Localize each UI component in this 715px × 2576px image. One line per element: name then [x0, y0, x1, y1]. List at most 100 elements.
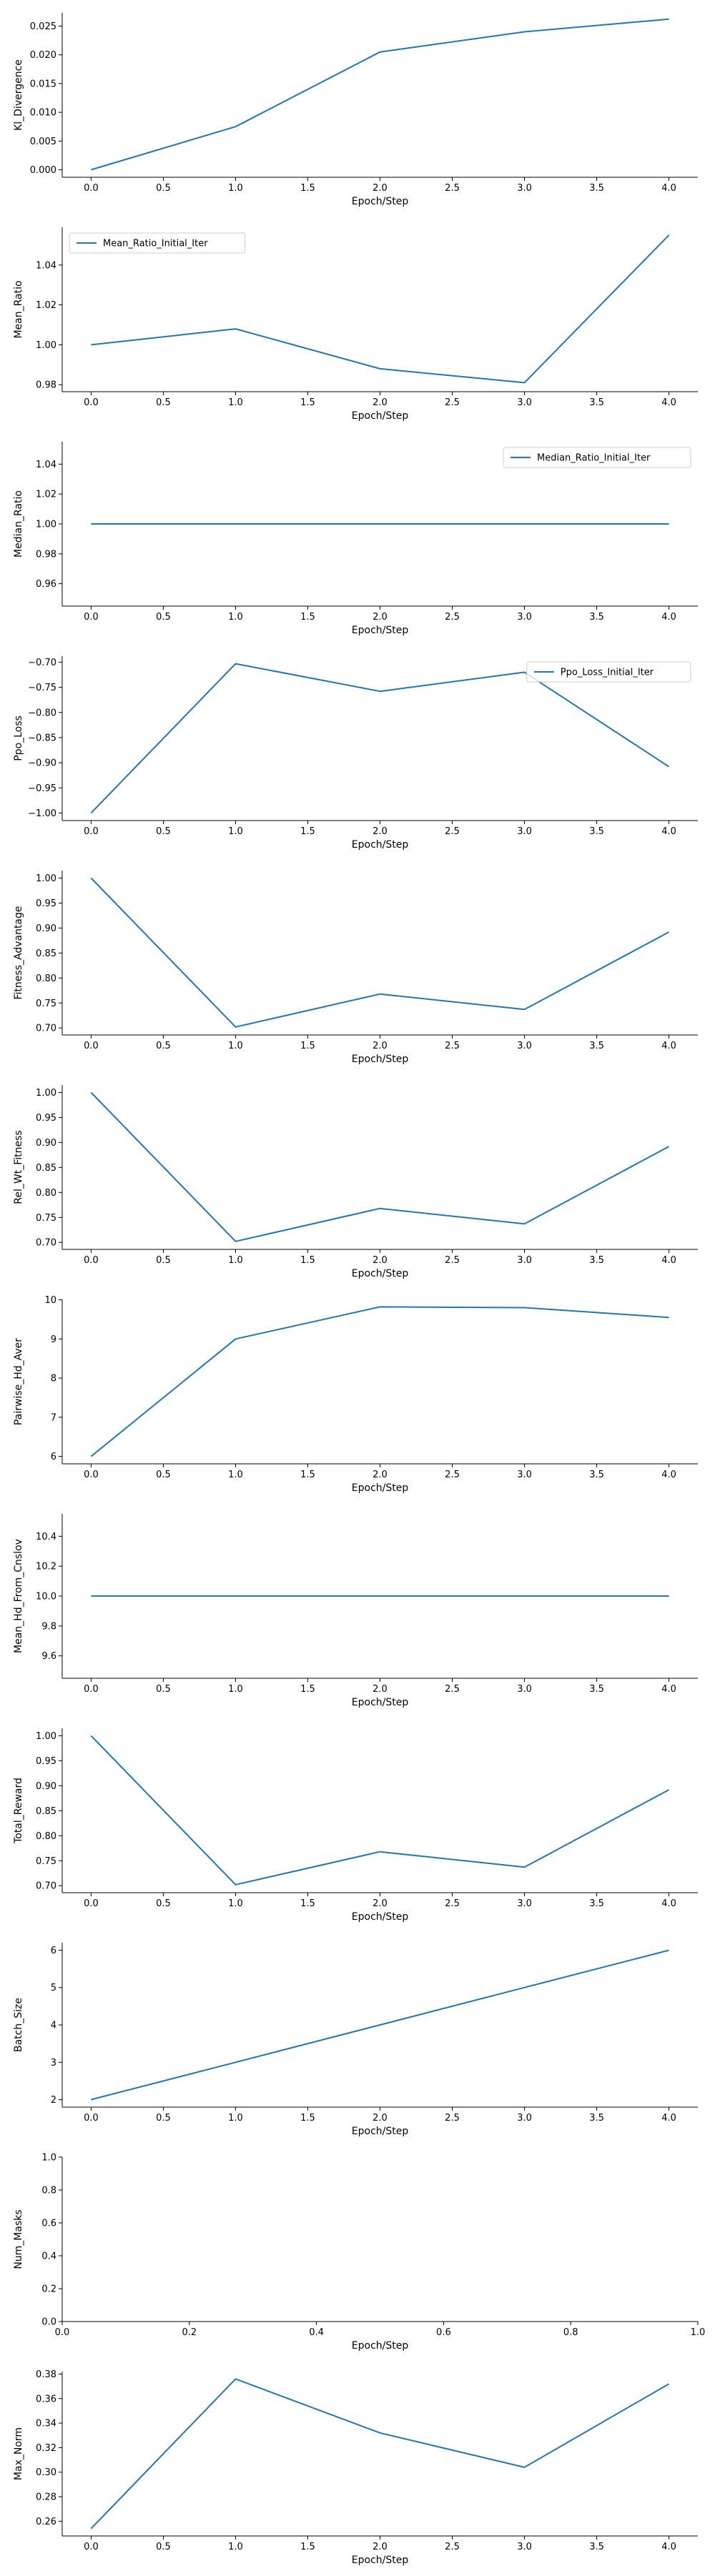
- y-tick-label: 0.000: [30, 165, 56, 176]
- y-tick-label: −0.70: [28, 658, 56, 668]
- x-tick-label: 2.0: [373, 1684, 388, 1695]
- x-tick-label: 1.5: [300, 397, 315, 408]
- legend-label: Ppo_Loss_Initial_Iter: [561, 668, 654, 678]
- x-tick-label: 1.5: [300, 1684, 315, 1695]
- x-tick-label: 1.0: [228, 183, 243, 194]
- x-tick-label: 0.5: [156, 1255, 171, 1266]
- y-tick-label: 9: [51, 1334, 56, 1345]
- y-tick-label: 0.95: [36, 1113, 56, 1124]
- x-tick-label: 1.5: [300, 1255, 315, 1266]
- y-tick-label: 0.0: [41, 2317, 56, 2328]
- x-tick-label: 3.0: [517, 826, 532, 837]
- x-tick-label: 3.5: [589, 826, 604, 837]
- x-tick-label: 3.0: [517, 1898, 532, 1909]
- x-axis-label: Epoch/Step: [352, 410, 409, 422]
- x-tick-label: 4.0: [661, 1684, 676, 1695]
- series-line-0: [90, 663, 670, 814]
- x-tick-label: 3.0: [517, 397, 532, 408]
- y-tick-label: 4: [51, 2021, 56, 2031]
- x-axis-label: Epoch/Step: [352, 2340, 409, 2352]
- y-tick-label: 1.00: [36, 873, 56, 884]
- x-axis-label: Epoch/Step: [352, 625, 409, 636]
- y-tick-label: 0.8: [41, 2186, 56, 2196]
- x-tick-label: 2.0: [373, 612, 388, 623]
- y-tick-label: 0.015: [30, 79, 56, 89]
- y-tick-label: 10: [44, 1295, 56, 1306]
- y-axis-label: Mean_Hd_From_Cnslov: [13, 1539, 24, 1653]
- y-axis-label: Ppo_Loss: [13, 715, 24, 761]
- legend: Median_Ratio_Initial_Iter: [503, 447, 691, 468]
- x-tick-label: 2.5: [445, 1255, 460, 1266]
- x-tick-label: 3.0: [517, 1255, 532, 1266]
- x-tick-label: 0.0: [84, 1041, 99, 1051]
- y-tick-label: 1.00: [36, 1088, 56, 1099]
- y-axis-label: Num_Masks: [13, 2209, 24, 2269]
- x-tick-label: 4.0: [661, 397, 676, 408]
- y-tick-label: 10.0: [36, 1592, 56, 1602]
- x-tick-label: 0.8: [563, 2327, 578, 2338]
- x-tick-label: 2.5: [445, 826, 460, 837]
- x-tick-label: 1.0: [228, 1470, 243, 1480]
- legend-label: Median_Ratio_Initial_Iter: [537, 453, 651, 464]
- x-tick-label: 3.5: [589, 1255, 604, 1266]
- x-tick-label: 0.0: [84, 826, 99, 837]
- x-tick-label: 0.5: [156, 1898, 171, 1909]
- x-tick-label: 2.5: [445, 183, 460, 194]
- x-tick-label: 0.5: [156, 2113, 171, 2124]
- x-tick-label: 0.5: [156, 2542, 171, 2552]
- series-line-0: [91, 234, 670, 384]
- chart-panel-1: 0.0 0.5 1.0 1.5 2.0 2.5 3.0 3.5 4.0 0.98 1.00 1.02 1…: [13, 227, 698, 422]
- y-tick-label: 0.30: [36, 2467, 56, 2478]
- chart-panel-8: 0.0 0.5 1.0 1.5 2.0 2.5 3.0 3.5 4.0 0.70 0.75 0.80 0…: [13, 1728, 698, 1923]
- x-tick-label: 1.0: [691, 2327, 706, 2338]
- y-axis-label: Batch_Size: [13, 1998, 24, 2052]
- x-tick-label: 2.5: [445, 1041, 460, 1051]
- x-tick-label: 0.0: [84, 2542, 99, 2552]
- y-axis-label: Kl_Divergence: [13, 59, 24, 131]
- y-tick-label: 10.4: [36, 1532, 56, 1542]
- chart-panel-11: 0.0 0.5 1.0 1.5 2.0 2.5 3.0 3.5 4.0 0.26 0.28 0.30 0…: [13, 2369, 698, 2566]
- x-tick-label: 2.0: [373, 1255, 388, 1266]
- y-tick-label: 0.010: [30, 108, 56, 119]
- y-axis-label: Max_Norm: [13, 2427, 24, 2480]
- y-tick-label: 1.04: [36, 260, 56, 271]
- x-tick-label: 3.5: [589, 2542, 604, 2552]
- x-axis-label: Epoch/Step: [352, 839, 409, 851]
- x-tick-label: 3.0: [517, 1470, 532, 1480]
- y-tick-label: 0.2: [41, 2284, 56, 2295]
- series-line-0: [90, 2378, 670, 2530]
- x-tick-label: 2.0: [373, 2113, 388, 2124]
- y-tick-label: 10.2: [36, 1562, 56, 1572]
- x-tick-label: 3.5: [589, 2113, 604, 2124]
- x-tick-label: 2.5: [445, 2542, 460, 2552]
- y-tick-label: 0.32: [36, 2443, 56, 2454]
- y-tick-label: 0.36: [36, 2394, 56, 2404]
- y-tick-label: 0.96: [36, 579, 56, 590]
- x-tick-label: 0.0: [84, 612, 99, 623]
- chart-panel-5: 0.0 0.5 1.0 1.5 2.0 2.5 3.0 3.5 4.0 0.70 0.75 0.80 0…: [13, 1085, 698, 1279]
- y-tick-label: 1.00: [36, 520, 56, 530]
- chart-panel-3: 0.0 0.5 1.0 1.5 2.0 2.5 3.0 3.5 4.0 −1.00 −0.95 −0.…: [13, 656, 698, 851]
- y-tick-label: 6: [51, 1946, 56, 1956]
- chart-panel-6: 0.0 0.5 1.0 1.5 2.0 2.5 3.0 3.5 4.0 6 7 8 9 10 Epoch/S…: [13, 1295, 698, 1494]
- x-tick-label: 2.5: [445, 1684, 460, 1695]
- y-tick-label: 6: [51, 1452, 56, 1462]
- y-tick-label: 0.80: [36, 1188, 56, 1199]
- x-tick-label: 2.0: [373, 2542, 388, 2552]
- y-tick-label: 0.75: [36, 1213, 56, 1224]
- x-tick-label: 0.5: [156, 183, 171, 194]
- chart-panel-10: 0.0 0.2 0.4 0.6 0.8 1.0 0.0 0.2 0.4 0.6 0.8 1.0 Epoc…: [13, 2153, 705, 2352]
- y-axis-label: Rel_Wt_Fitness: [13, 1130, 24, 1204]
- x-tick-label: 3.5: [589, 1470, 604, 1480]
- y-tick-label: 0.90: [36, 1781, 56, 1792]
- x-tick-label: 2.5: [445, 1470, 460, 1480]
- y-tick-label: 0.98: [36, 549, 56, 560]
- y-tick-label: 0.90: [36, 923, 56, 934]
- x-tick-label: 0.5: [156, 1470, 171, 1480]
- y-tick-label: 0.28: [36, 2492, 56, 2503]
- y-tick-label: 7: [51, 1412, 56, 1423]
- x-tick-label: 4.0: [661, 826, 676, 837]
- x-tick-label: 3.5: [589, 612, 604, 623]
- x-tick-label: 1.0: [228, 612, 243, 623]
- y-tick-label: 0.75: [36, 999, 56, 1009]
